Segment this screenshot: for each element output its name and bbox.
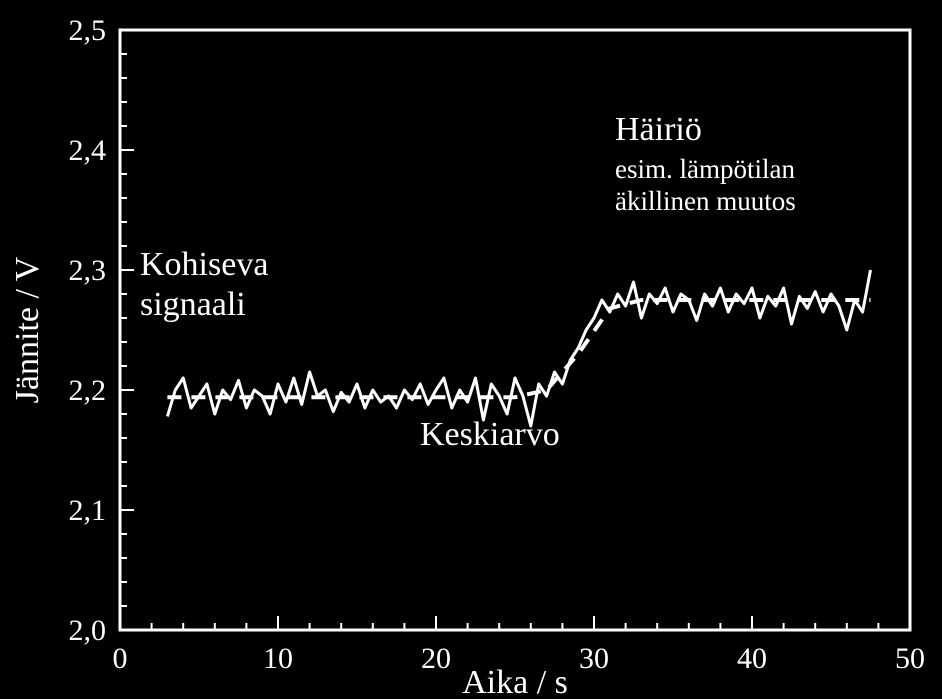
annotation-dist_title: Häiriö xyxy=(615,111,702,148)
y-tick-label: 2,5 xyxy=(69,14,107,47)
y-tick-label: 2,3 xyxy=(69,254,107,287)
voltage-time-chart: 0 10 20 30 40 50 2,0 2,1 2,2 2,3 2,4 2,5 Aika / s Jän… xyxy=(0,0,942,699)
chart-svg: 0 10 20 30 40 50 2,0 2,1 2,2 2,3 2,4 2,5 Aika / s Jän… xyxy=(0,0,942,699)
chart-background xyxy=(0,0,942,699)
y-axis-label: Jännite / V xyxy=(9,256,46,403)
x-tick-label: 10 xyxy=(263,642,293,675)
y-tick-label: 2,1 xyxy=(69,494,107,527)
y-tick-label: 2,4 xyxy=(69,134,107,167)
annotation-dist_line1: esim. lämpötilan xyxy=(615,154,795,184)
annotation-noisy_label_1: Kohiseva xyxy=(140,246,268,283)
x-tick-label: 40 xyxy=(737,642,767,675)
x-axis-label: Aika / s xyxy=(462,664,568,699)
annotation-mean_label: Keskiarvo xyxy=(420,416,560,453)
x-tick-label: 20 xyxy=(421,642,451,675)
y-tick-label: 2,2 xyxy=(69,374,107,407)
y-tick-label: 2,0 xyxy=(69,614,107,647)
x-tick-label: 0 xyxy=(113,642,128,675)
x-tick-label: 50 xyxy=(895,642,925,675)
annotation-noisy_label_2: signaali xyxy=(140,286,246,323)
x-tick-label: 30 xyxy=(579,642,609,675)
annotation-dist_line2: äkillinen muutos xyxy=(615,186,796,216)
